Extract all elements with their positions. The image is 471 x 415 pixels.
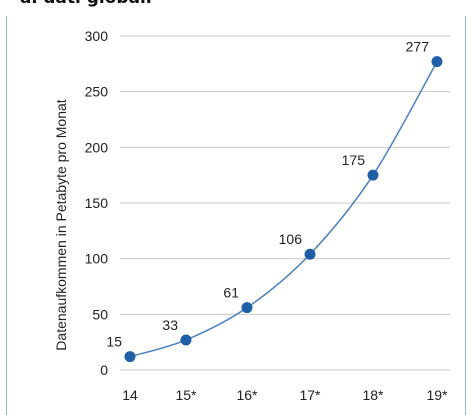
data-point	[124, 351, 136, 363]
x-tick-label: 18*	[362, 387, 384, 403]
x-tick-label: 19*	[426, 387, 448, 403]
title-text: al dati globali	[20, 0, 152, 8]
y-tick-label: 200	[85, 139, 109, 155]
data-label: 106	[279, 231, 303, 247]
data-point	[180, 334, 192, 346]
x-tick-label: 14	[122, 387, 138, 403]
title-fragment: al dati globali	[0, 0, 471, 8]
y-tick-label: 300	[85, 28, 109, 44]
y-tick-label: 100	[85, 251, 109, 267]
x-tick-label: 16*	[236, 387, 258, 403]
data-label: 33	[162, 317, 178, 333]
y-tick-label: 50	[92, 306, 108, 322]
y-axis-title: Datenaufkommen in Petabyte pro Monat	[53, 99, 69, 350]
data-point	[431, 56, 443, 68]
y-tick-label: 250	[85, 84, 109, 100]
frame-right-border	[465, 16, 466, 415]
data-point	[367, 169, 379, 181]
frame-left-border	[6, 16, 7, 415]
y-tick-label: 150	[85, 195, 109, 211]
x-tick-label: 15*	[175, 387, 197, 403]
data-point	[241, 302, 253, 314]
x-tick-label: 17*	[299, 387, 321, 403]
data-label: 277	[406, 39, 430, 55]
data-point	[304, 248, 316, 260]
data-label: 15	[106, 334, 122, 350]
data-label: 175	[342, 152, 366, 168]
y-tick-label: 0	[100, 362, 108, 378]
series-line	[129, 61, 438, 358]
data-label: 61	[223, 285, 239, 301]
